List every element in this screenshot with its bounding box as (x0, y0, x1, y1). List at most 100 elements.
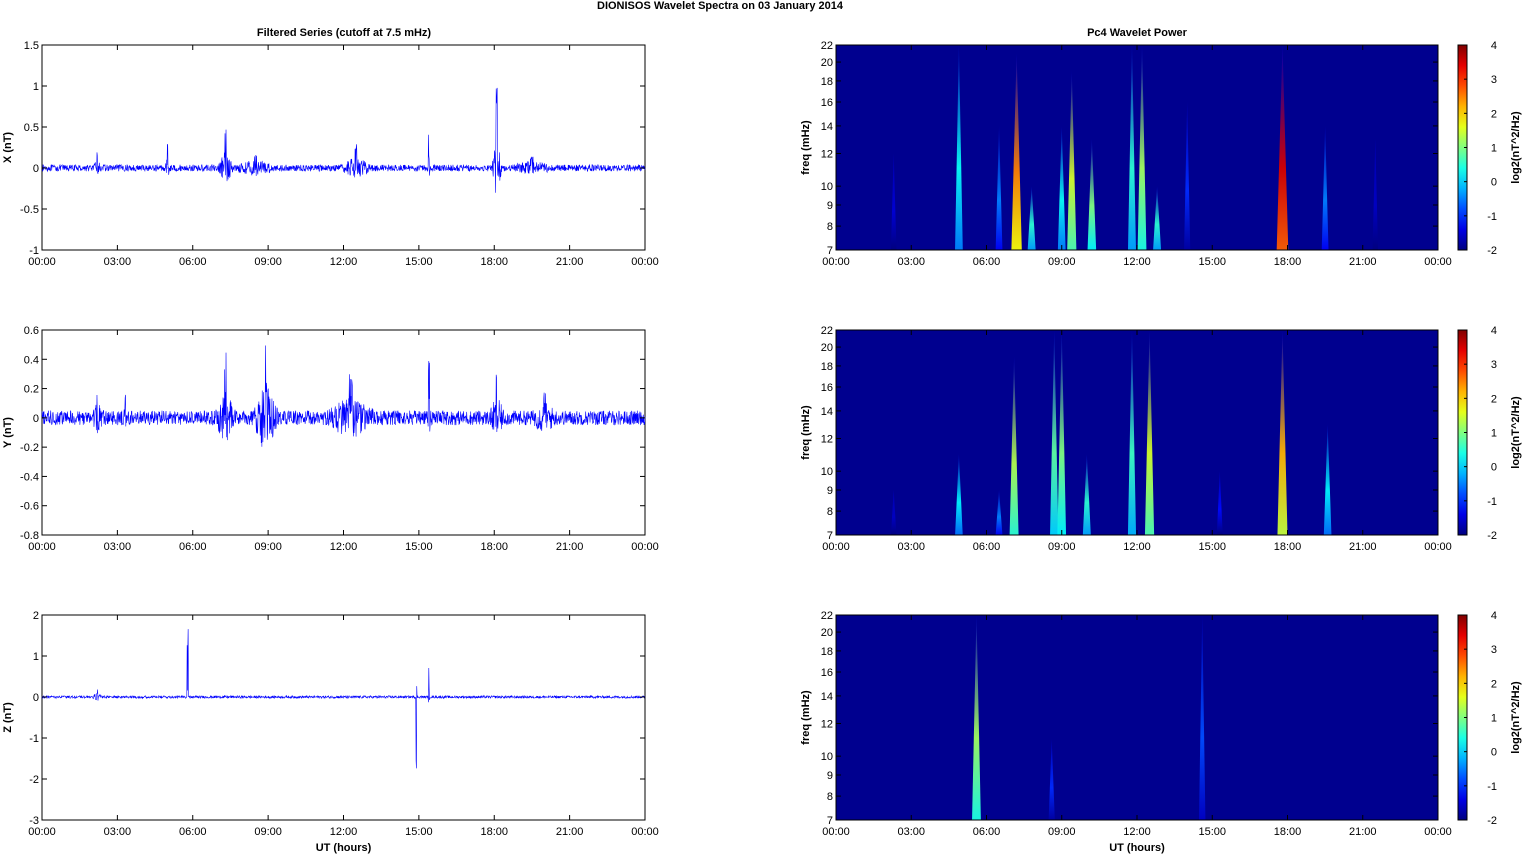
x-tick-label: 09:00 (254, 826, 282, 838)
y-tick-label: 16 (821, 97, 833, 109)
colorbar-tick-label: 4 (1491, 325, 1497, 337)
y-series-plot-area (41, 329, 646, 536)
y-axis-label: freq (mHz) (800, 690, 812, 745)
wavelet-power-streak (1372, 139, 1379, 250)
panels: 1.510.50-0.5-100:00 03:00 06:00 09:00 12:00 1… (2, 40, 1522, 854)
y-wavelet-heatmap-background (836, 330, 1438, 535)
wavelet-power-streak (1144, 330, 1155, 535)
y-tick-label: 14 (821, 121, 833, 133)
wavelet-power-streak (1127, 45, 1136, 250)
y-tick-label: 22 (821, 610, 833, 622)
x-tick-label: 03:00 (104, 541, 132, 553)
y-tick-label: -1 (29, 733, 39, 745)
wavelet-power-streak (1057, 330, 1067, 535)
y-tick-label: 9 (827, 770, 833, 782)
x-tick-label: 15:00 (1198, 541, 1226, 553)
wavelet-power-streak (1276, 45, 1289, 250)
wavelet-power-streak (1009, 356, 1019, 535)
x-tick-label: 06:00 (179, 541, 207, 553)
y-tick-label: 10 (821, 751, 833, 763)
wavelet-power-streak (1082, 454, 1091, 535)
x-tick-label: 12:00 (330, 541, 358, 553)
x-tick-label: 09:00 (254, 256, 282, 268)
y-tick-label: 0.6 (24, 325, 39, 337)
x-tick-label: 09:00 (1048, 541, 1076, 553)
x-tick-label: 21:00 (556, 256, 584, 268)
x-tick-label: 21:00 (1349, 541, 1377, 553)
x-tick-label: 09:00 (1048, 256, 1076, 268)
x-tick-label: 00:00 (822, 541, 850, 553)
y-tick-label: -0.8 (20, 530, 39, 542)
colorbar-label: log2(nT^2/Hz) (1510, 681, 1522, 754)
y-tick-label: 20 (821, 57, 833, 69)
x-tick-label: 00:00 (631, 541, 659, 553)
x-tick-label: 12:00 (330, 256, 358, 268)
y-series-trace (41, 345, 646, 447)
y-tick-label: -0.6 (20, 501, 39, 513)
colorbar-tick-label: 0 (1491, 462, 1497, 474)
y-tick-label: 0.5 (24, 122, 39, 134)
x-wavelet-streaks (890, 45, 1379, 250)
x-tick-label: 00:00 (28, 256, 56, 268)
wavelet-power-streak (1321, 125, 1329, 250)
y-tick-label: 10 (821, 181, 833, 193)
x-series-trace (41, 87, 646, 193)
wavelet-power-streak (1198, 615, 1206, 820)
colorbar-tick-label: 0 (1491, 747, 1497, 759)
y-tick-label: -3 (29, 815, 39, 827)
y-tick-label: 0.4 (24, 354, 39, 366)
y-tick-label: 8 (827, 221, 833, 233)
x-tick-label: 00:00 (1424, 541, 1452, 553)
colorbar-tick-label: -1 (1487, 211, 1497, 223)
x-tick-label: 06:00 (973, 256, 1001, 268)
wavelet-power-streak (1057, 125, 1066, 250)
y-axis-label: freq (mHz) (800, 120, 812, 175)
y-tick-label: 20 (821, 627, 833, 639)
wavelet-power-streak (1137, 45, 1147, 250)
y-tick-label: 12 (821, 149, 833, 161)
colorbar-tick-label: 4 (1491, 40, 1497, 52)
y-tick-label: 1.5 (24, 40, 39, 52)
colorbar-tick-label: 3 (1491, 74, 1497, 86)
x-tick-label: 03:00 (104, 826, 132, 838)
y-tick-label: 1 (33, 651, 39, 663)
y-tick-label: 7 (827, 245, 833, 257)
x-tick-label: 03:00 (897, 256, 925, 268)
y-tick-label: -1 (29, 245, 39, 257)
colorbar-tick-label: 0 (1491, 177, 1497, 189)
y-axis-label: Z (nT) (2, 702, 14, 733)
x-tick-label: 18:00 (480, 541, 508, 553)
y-tick-label: -0.2 (20, 442, 39, 454)
x-tick-label: 15:00 (405, 256, 433, 268)
x-tick-label: 03:00 (897, 826, 925, 838)
x-tick-label: 21:00 (556, 541, 584, 553)
wavelet-power-streak (890, 153, 897, 250)
y-tick-label: 12 (821, 719, 833, 731)
wavelet-power-streak (1277, 330, 1288, 535)
x-tick-label: 18:00 (480, 826, 508, 838)
y-tick-label: 18 (821, 76, 833, 88)
wavelet-power-streak (995, 125, 1003, 250)
x-tick-label: 00:00 (631, 826, 659, 838)
wavelet-power-streak (1067, 71, 1077, 250)
y-tick-label: 16 (821, 667, 833, 679)
left-column-title: Filtered Series (cutoff at 7.5 mHz) (257, 27, 432, 39)
x-tick-label: 00:00 (822, 826, 850, 838)
wavelet-power-streak (1011, 53, 1022, 250)
colorbar-tick-label: -2 (1487, 245, 1497, 257)
colorbar-tick-label: 3 (1491, 644, 1497, 656)
x-tick-label: 00:00 (631, 256, 659, 268)
y-axis-label: freq (mHz) (800, 405, 812, 460)
x-tick-label: 12:00 (1123, 256, 1151, 268)
x-tick-label: 06:00 (973, 541, 1001, 553)
x-tick-label: 21:00 (1349, 256, 1377, 268)
colorbar-tick-label: -2 (1487, 815, 1497, 827)
y-tick-label: 7 (827, 530, 833, 542)
y-tick-label: -2 (29, 774, 39, 786)
colorbar-tick-label: -2 (1487, 530, 1497, 542)
y-tick-label: 10 (821, 466, 833, 478)
y-wavelet-streaks (890, 330, 1332, 535)
y-tick-label: 9 (827, 200, 833, 212)
x-series-panel: 1.510.50-0.5-100:00 03:00 06:00 09:00 12:00 1… (2, 40, 659, 268)
